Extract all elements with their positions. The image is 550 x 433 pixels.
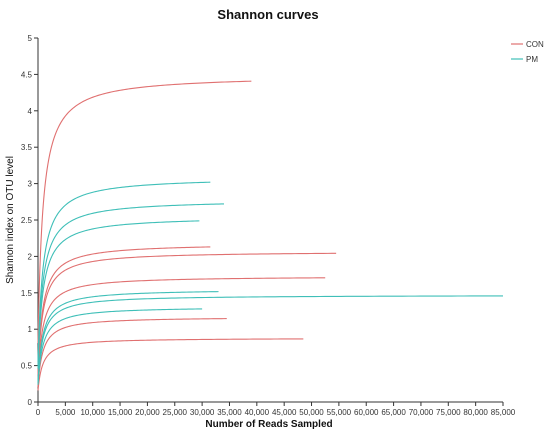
legend-label-pm: PM [526, 55, 538, 64]
x-tick-label: 85,000 [491, 408, 516, 417]
y-tick-label: 1.5 [21, 289, 33, 298]
y-tick-label: 5 [28, 34, 33, 43]
x-tick-label: 45,000 [272, 408, 297, 417]
y-tick-label: 0 [28, 398, 33, 407]
x-tick-label: 10,000 [80, 408, 105, 417]
series-line-pm [37, 181, 211, 362]
series-line-pm [37, 308, 203, 385]
x-tick-label: 25,000 [163, 408, 188, 417]
x-tick-label: 80,000 [463, 408, 488, 417]
y-tick-label: 1 [28, 325, 33, 334]
y-tick-label: 2.5 [21, 216, 33, 225]
x-tick-label: 20,000 [135, 408, 160, 417]
series-line-pm [37, 291, 219, 382]
series-line-con [37, 318, 227, 387]
x-tick-label: 0 [36, 408, 41, 417]
legend: CON PM [511, 40, 544, 64]
series-group [37, 80, 504, 391]
chart-title: Shannon curves [217, 7, 318, 22]
x-tick-label: 70,000 [409, 408, 434, 417]
x-tick-label: 60,000 [354, 408, 379, 417]
y-tick-label: 4.5 [21, 70, 33, 79]
x-tick-label: 35,000 [217, 408, 242, 417]
x-tick-label: 50,000 [299, 408, 324, 417]
y-tick-label: 0.5 [21, 362, 33, 371]
axes: 00.511.522.533.544.550 5,000 10,000 15,000 2… [21, 34, 516, 417]
x-tick-label: 75,000 [436, 408, 461, 417]
x-tick-label: 55,000 [327, 408, 352, 417]
series-line-con [37, 80, 252, 344]
legend-label-con: CON [526, 40, 544, 49]
x-axis-label: Number of Reads Sampled [205, 419, 332, 430]
series-line-pm [37, 220, 200, 369]
series-line-con [37, 246, 211, 374]
series-line-con [37, 277, 326, 380]
y-axis-label: Shannon index on OTU level [5, 156, 16, 284]
y-tick-label: 2 [28, 252, 33, 261]
x-tick-label: 65,000 [381, 408, 406, 417]
series-line-pm [37, 295, 504, 383]
x-tick-label: 15,000 [108, 408, 133, 417]
series-line-pm [37, 203, 225, 366]
x-tick-label: 5,000 [55, 408, 76, 417]
y-tick-label: 3.5 [21, 143, 33, 152]
series-line-con [37, 252, 337, 375]
x-tick-label: 40,000 [245, 408, 270, 417]
x-tick-label: 30,000 [190, 408, 215, 417]
y-tick-label: 4 [28, 107, 33, 116]
series-line-con [37, 338, 304, 391]
y-tick-label: 3 [28, 180, 33, 189]
